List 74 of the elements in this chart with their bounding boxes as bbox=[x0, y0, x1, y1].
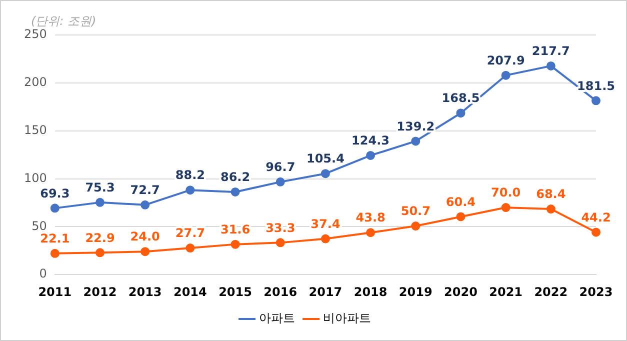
point bbox=[366, 150, 376, 160]
point bbox=[456, 108, 466, 118]
data-label: 217.7 bbox=[532, 44, 570, 58]
data-label: 24.0 bbox=[130, 230, 160, 244]
x-tick-label: 2023 bbox=[579, 284, 613, 299]
data-label: 72.7 bbox=[130, 183, 160, 198]
point bbox=[276, 177, 285, 186]
x-tick-label: 2021 bbox=[489, 284, 523, 299]
point bbox=[501, 203, 510, 212]
x-tick-label: 2011 bbox=[38, 284, 72, 299]
point bbox=[320, 169, 330, 178]
point bbox=[456, 212, 466, 222]
data-label: 105.4 bbox=[306, 152, 344, 166]
point bbox=[592, 96, 600, 106]
data-label: 43.8 bbox=[356, 210, 386, 225]
point bbox=[230, 187, 240, 196]
point bbox=[140, 247, 150, 256]
x-tick-label: 2015 bbox=[218, 284, 252, 299]
data-label: 37.4 bbox=[310, 216, 340, 231]
x-tick-label: 2017 bbox=[308, 284, 342, 299]
data-label: 50.7 bbox=[400, 204, 430, 218]
point bbox=[186, 244, 195, 253]
data-label: 96.7 bbox=[266, 160, 296, 174]
x-tick-label: 2013 bbox=[128, 284, 162, 299]
data-label: 139.2 bbox=[396, 119, 435, 134]
point bbox=[411, 136, 420, 146]
data-label: 70.0 bbox=[491, 186, 521, 200]
point bbox=[276, 238, 285, 248]
y-tick-label: 200 bbox=[24, 75, 47, 90]
data-label: 69.3 bbox=[40, 186, 70, 200]
point bbox=[546, 204, 556, 214]
legend-label: 비아파트 bbox=[323, 311, 371, 326]
data-label: 60.4 bbox=[446, 194, 476, 209]
data-label: 86.2 bbox=[220, 170, 250, 184]
x-tick-label: 2020 bbox=[444, 284, 478, 299]
data-label: 22.1 bbox=[40, 232, 70, 246]
x-tick-label: 2018 bbox=[354, 284, 388, 299]
point bbox=[95, 248, 104, 258]
legend-label: 아파트 bbox=[259, 311, 295, 326]
data-label: 33.3 bbox=[266, 220, 296, 235]
data-label: 181.5 bbox=[577, 78, 615, 93]
data-label: 68.4 bbox=[536, 187, 566, 202]
data-label: 27.7 bbox=[175, 226, 205, 240]
point bbox=[95, 198, 104, 207]
point bbox=[546, 61, 556, 70]
x-tick-label: 2019 bbox=[398, 284, 432, 299]
data-label: 124.3 bbox=[352, 134, 390, 148]
data-label: 44.2 bbox=[581, 210, 611, 224]
x-tick-label: 2022 bbox=[534, 284, 568, 299]
x-tick-label: 2012 bbox=[83, 284, 117, 299]
point bbox=[501, 70, 510, 80]
point bbox=[320, 234, 330, 244]
data-label: 31.6 bbox=[220, 222, 250, 236]
y-tick-label: 150 bbox=[24, 122, 47, 137]
x-tick-label: 2014 bbox=[173, 284, 207, 299]
point bbox=[366, 228, 376, 238]
point bbox=[592, 228, 600, 237]
text: (단위: 조원) bbox=[31, 13, 96, 29]
y-tick-label: 100 bbox=[24, 170, 47, 185]
point bbox=[411, 222, 420, 231]
point bbox=[186, 186, 195, 195]
point bbox=[230, 240, 240, 249]
y-tick-label: 0 bbox=[39, 266, 47, 281]
data-label: 207.9 bbox=[486, 53, 525, 68]
point bbox=[140, 200, 150, 210]
data-label: 75.3 bbox=[85, 180, 115, 195]
point bbox=[50, 204, 60, 213]
y-tick-label: 50 bbox=[32, 218, 47, 233]
data-label: 168.5 bbox=[442, 91, 480, 106]
point bbox=[50, 248, 60, 258]
data-label: 88.2 bbox=[175, 168, 205, 182]
x-tick-label: 2016 bbox=[264, 284, 298, 299]
y-tick-label: 250 bbox=[24, 27, 47, 42]
data-label: 22.9 bbox=[85, 230, 115, 245]
